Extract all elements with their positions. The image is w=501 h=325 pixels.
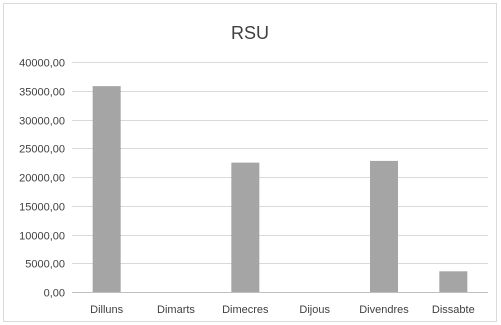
x-axis-tick-labels: Dilluns Dimarts Dimecres Dijous Divendres Dis… xyxy=(90,304,475,316)
y-axis-tick-labels: 0,00 5000,00 10000,00 15000,00 20000,00 25000… xyxy=(19,58,65,300)
y-tick-label: 10000,00 xyxy=(19,231,65,243)
chart-title: RSU xyxy=(231,23,269,43)
y-tick-label: 35000,00 xyxy=(19,87,65,99)
y-tick-label: 40000,00 xyxy=(19,58,65,70)
y-tick-label: 20000,00 xyxy=(19,173,65,185)
x-tick-label: Dissabte xyxy=(432,304,475,316)
x-tick-label: Dilluns xyxy=(90,304,124,316)
x-tick-label: Divendres xyxy=(359,304,409,316)
y-tick-label: 5000,00 xyxy=(25,259,65,271)
y-tick-label: 0,00 xyxy=(44,288,65,300)
bar-divendres xyxy=(370,160,398,292)
bar-dimecres xyxy=(231,162,260,292)
y-tick-label: 15000,00 xyxy=(19,202,65,214)
bar-dissabte xyxy=(439,271,468,292)
gridlines xyxy=(72,62,488,264)
x-tick-label: Dimarts xyxy=(157,304,195,316)
y-tick-label: 30000,00 xyxy=(19,116,65,128)
y-tick-label: 25000,00 xyxy=(19,144,65,156)
x-tick-label: Dimecres xyxy=(222,304,269,316)
x-tick-label: Dijous xyxy=(299,304,330,316)
bars xyxy=(92,86,468,293)
bar-dilluns xyxy=(92,86,121,293)
